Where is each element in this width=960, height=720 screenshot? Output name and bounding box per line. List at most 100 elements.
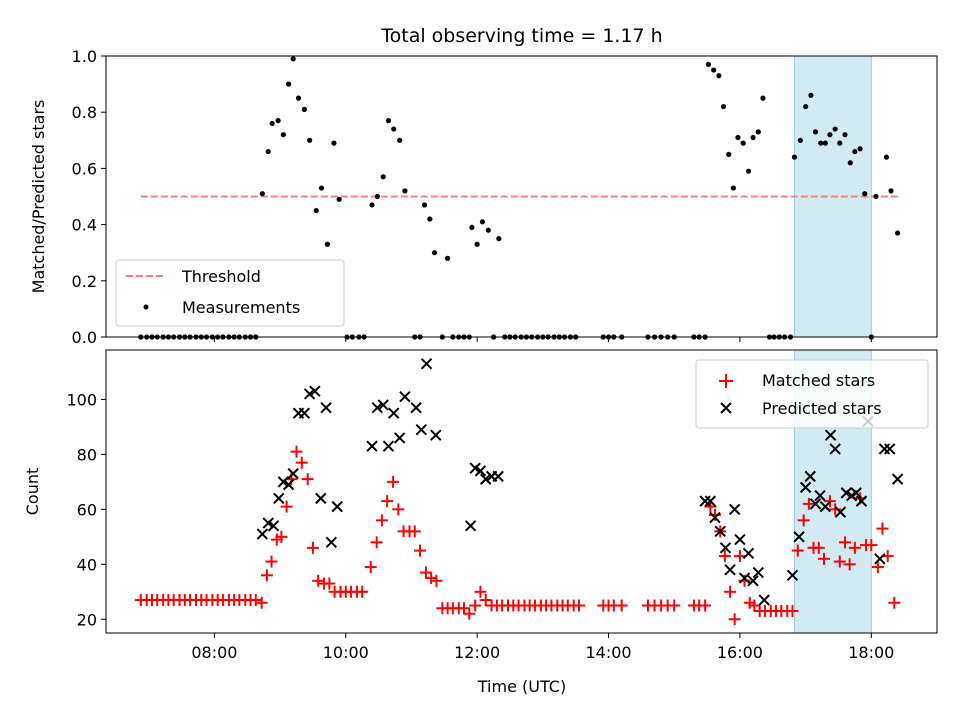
matched-star-point [306,541,319,554]
predicted-star-b [325,536,338,549]
predicted-star-point [814,489,826,502]
measurement-point [374,193,380,200]
x-tick-label: 18:00 [848,643,894,662]
matched-star-point [430,574,443,587]
predicted-star-point [878,443,891,455]
predicted-star-point [415,423,428,436]
predicted-star-b [714,525,726,538]
predicted-star-point [819,500,832,513]
measurement-point [318,185,325,191]
bottom-legend-box [695,359,929,429]
measurement-point [745,168,752,174]
measurements-legend-swatch [143,304,149,310]
predicted-stars-legend-swatch [720,402,732,414]
matched-star-point [791,544,804,557]
matched-star-point [458,602,471,615]
measurement-point [369,202,375,208]
matched-star-point [249,594,262,607]
matched-star-point [301,473,314,486]
predicted-star-b [273,492,285,505]
predicted-star-point [388,407,400,419]
top-legend: Threshold Measurements [115,259,345,327]
measurement-point [391,126,397,132]
measurements-legend-label: Measurements [182,298,300,317]
predicted-star-point [479,473,492,485]
measurement-point [812,129,819,135]
matched-star-point [323,577,336,590]
predicted-star-b [728,503,741,516]
predicted-star-b [734,533,746,546]
predicted-star-point [834,506,847,518]
measurement-point [422,202,428,208]
predicted-star-point [699,495,711,507]
predicted-star-point [734,533,746,546]
threshold-legend-label: Threshold [181,267,261,286]
predicted-star-b [492,470,504,483]
top-y-tick-label: 0.0 [72,328,97,347]
matched-star-point [425,572,438,585]
bottom-axes: 20 40 60 80 100 08:00 10:00 12:00 14:00 16:00 18:0… [66,390,894,662]
predicted-star-point [758,594,770,606]
measurement-point [496,236,502,242]
matched-star-point [812,541,825,554]
matched-star-point [408,525,421,538]
matched-star-point [615,599,628,612]
matched-star-point [724,585,737,598]
matched-star-point [265,555,278,568]
predicted-star-b [799,481,812,494]
predicted-star-b [320,401,332,414]
predicted-star-b [742,547,755,560]
x-tick-label: 08:00 [191,643,237,662]
measurement-point [259,191,265,197]
measurement-point [755,129,761,135]
matched-star-point [843,558,856,571]
top-y-tick-label: 0.8 [72,103,97,122]
measurement-point [842,132,848,138]
bottom-y-tick-label: 20 [77,610,97,629]
measurement-point [847,160,853,166]
predicted-star-b [891,473,904,485]
measurement-point [750,134,756,141]
predicted-star-b [840,487,853,499]
measurement-point [883,154,890,160]
predicted-star-point [315,492,327,505]
matched-star-point [392,503,405,516]
matched-star-point [733,550,746,563]
measurement-point [290,56,296,62]
measurement-point [862,191,868,197]
measurement-point [431,250,438,256]
measurement-point [402,188,408,194]
matched-stars-legend-label: Matched stars [762,371,875,390]
predicted-star-b [399,391,411,403]
predicted-star-point [809,498,822,510]
matched-star-point [356,585,369,598]
measurement-point [797,137,803,143]
predicted-star-b [824,429,837,441]
measurement-point [740,140,746,146]
matched-star-point [748,599,761,612]
predicted-star-point [829,443,841,455]
predicted-star-point [320,401,332,414]
predicted-stars-legend-label: Predicted stars [762,399,882,418]
predicted-star-point [747,575,759,587]
matched-star-point [818,552,831,565]
predicted-star-point [850,487,862,499]
matched-star-point [375,514,388,527]
bottom-y-axis-label: Count [23,468,42,516]
predicted-star-b [752,566,765,579]
predicted-star-b [377,399,389,411]
chart-title: Total observing time = 1.17 h [380,25,662,47]
predicted-star-point [474,465,487,477]
predicted-star-point [855,495,868,507]
measurement-point [265,148,271,155]
predicted-star-b [804,470,816,483]
predicted-star-point [742,547,755,560]
predicted-star-point [382,440,395,452]
predicted-star-point [366,440,378,452]
predicted-star-b [420,358,433,370]
predicted-star-b [315,492,327,505]
predicted-star-b [834,506,847,518]
predicted-star-point [804,470,816,483]
matched-stars-series [134,445,901,626]
matched-star-point [295,456,308,469]
